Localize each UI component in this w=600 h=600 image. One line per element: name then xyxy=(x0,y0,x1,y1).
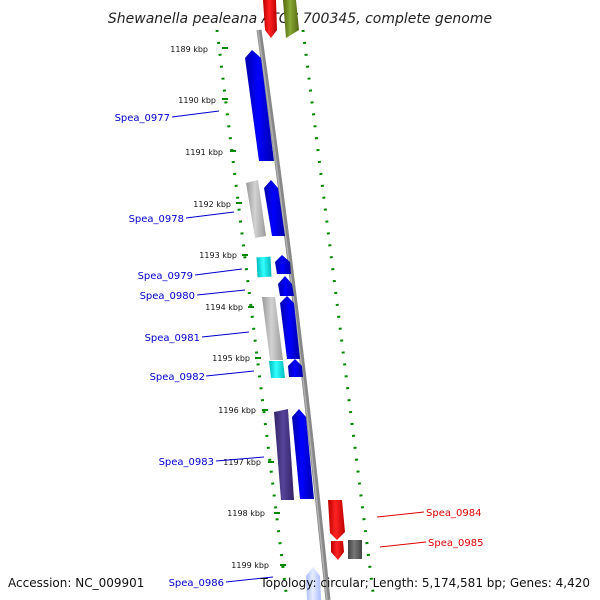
gene-label[interactable]: Spea_0979 xyxy=(138,271,193,282)
outer-genes xyxy=(263,0,362,560)
genome-backbone-highlight xyxy=(257,29,328,600)
gene-spea-0983[interactable] xyxy=(292,409,314,499)
leader-spea-0984 xyxy=(376,511,425,518)
gene-labels: Spea_0977 Spea_0978 Spea_0979 Spea_0980 … xyxy=(115,113,484,589)
gene-spea-0986[interactable] xyxy=(306,567,321,600)
tick-mark xyxy=(230,150,236,152)
leader-spea-0985 xyxy=(379,541,427,548)
tick-label: 1194 kbp xyxy=(205,303,243,312)
tick-mark xyxy=(222,47,228,49)
tick-label: 1196 kbp xyxy=(218,406,256,415)
gene-spea-0977[interactable] xyxy=(245,50,274,161)
tick-label: 1192 kbp xyxy=(193,200,231,209)
leader-spea-0983 xyxy=(215,456,265,462)
gene-olive-top[interactable] xyxy=(283,0,299,38)
gene-label[interactable]: Spea_0982 xyxy=(150,372,205,383)
accession-text: Accession: NC_009901 xyxy=(8,576,144,590)
gene-spea-0983-dark[interactable] xyxy=(274,409,294,500)
gene-spea-0979-fwd[interactable] xyxy=(275,255,291,274)
leader-spea-0978 xyxy=(185,211,235,219)
gene-spea-0980[interactable] xyxy=(278,276,294,296)
map-title: Shewanella pealeana ATCC 700345, complet… xyxy=(108,11,492,27)
tick-label: 1190 kbp xyxy=(178,96,216,105)
genome-summary-text: Topology: circular; Length: 5,174,581 bp… xyxy=(259,576,590,590)
genome-backbone xyxy=(256,29,331,600)
tick-label: 1195 kbp xyxy=(212,354,250,363)
gene-label[interactable]: Spea_0978 xyxy=(129,214,184,225)
gene-spea-0979[interactable] xyxy=(256,256,272,278)
gene-label[interactable]: Spea_0981 xyxy=(145,333,200,344)
gene-spea-0978[interactable] xyxy=(264,180,285,236)
gene-label[interactable]: Spea_0980 xyxy=(140,291,195,302)
gene-spea-0981-grey[interactable] xyxy=(262,297,283,360)
tick-mark xyxy=(248,306,254,308)
tick-marks xyxy=(222,47,286,566)
gene-spea-0981[interactable] xyxy=(280,296,300,359)
gene-spea-0978-grey[interactable] xyxy=(246,180,266,238)
leader-spea-0981 xyxy=(201,331,250,338)
tick-label: 1199 kbp xyxy=(231,561,269,570)
gene-spea-0984b[interactable] xyxy=(331,541,344,560)
tick-label: 1191 kbp xyxy=(185,148,223,157)
gene-spea-0982[interactable] xyxy=(288,359,303,377)
leader-spea-0986 xyxy=(225,576,274,583)
gene-label[interactable]: Spea_0986 xyxy=(169,578,224,589)
leader-spea-0980 xyxy=(196,289,246,296)
gene-label[interactable]: Spea_0983 xyxy=(159,457,214,468)
tick-mark xyxy=(236,202,242,204)
gene-label[interactable]: Spea_0977 xyxy=(115,113,170,124)
leader-spea-0979 xyxy=(194,268,243,276)
label-leaders xyxy=(171,110,427,583)
gene-spea-0982-cyan[interactable] xyxy=(269,361,285,378)
gene-spea-0985[interactable] xyxy=(348,540,362,559)
gene-red-top[interactable] xyxy=(263,0,277,38)
leader-spea-0982 xyxy=(205,370,255,377)
tick-mark xyxy=(255,357,261,359)
tick-mark xyxy=(222,98,228,100)
inner-genes xyxy=(245,50,321,600)
tick-mark xyxy=(280,564,286,566)
tick-mark xyxy=(242,254,248,256)
tick-label: 1189 kbp xyxy=(170,45,208,54)
tick-label: 1197 kbp xyxy=(223,458,261,467)
tick-mark xyxy=(274,512,280,514)
gene-label[interactable]: Spea_0984 xyxy=(426,508,481,519)
tick-mark xyxy=(268,461,274,463)
gene-label[interactable]: Spea_0985 xyxy=(428,538,483,549)
tick-label: 1193 kbp xyxy=(199,251,237,260)
tick-labels: 1189 kbp 1190 kbp 1191 kbp 1192 kbp 1193… xyxy=(170,45,269,570)
tick-mark xyxy=(262,409,268,411)
tick-label: 1198 kbp xyxy=(227,509,265,518)
gene-spea-0984[interactable] xyxy=(328,500,345,540)
leader-spea-0977 xyxy=(171,110,220,118)
